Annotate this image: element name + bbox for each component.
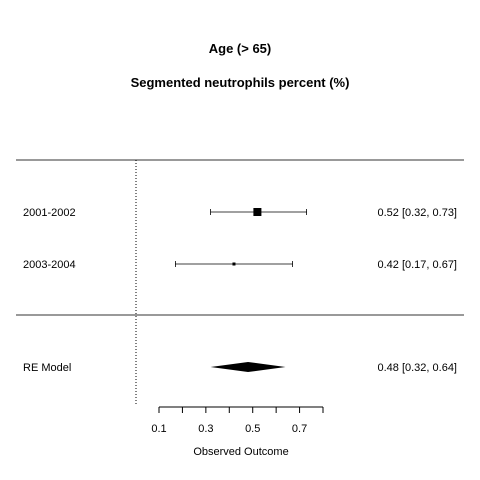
x-tick-label: 0.3: [198, 423, 213, 435]
study-estimate-text: 0.42 [0.17, 0.67]: [377, 259, 457, 271]
summary-estimate-text: 0.48 [0.32, 0.64]: [377, 362, 457, 374]
study-estimate-text: 0.52 [0.32, 0.73]: [377, 207, 457, 219]
chart-title: Age (> 65): [208, 41, 272, 56]
x-axis-label: Observed Outcome: [193, 446, 288, 458]
summary-label: RE Model: [23, 362, 71, 374]
x-tick-label: 0.7: [292, 423, 307, 435]
x-tick-label: 0.5: [245, 423, 260, 435]
summary-diamond: [210, 362, 286, 372]
x-tick-label: 0.1: [151, 423, 166, 435]
study-point: [232, 262, 236, 266]
chart-subtitle: Segmented neutrophils percent (%): [130, 75, 350, 90]
study-label: 2001-2002: [23, 207, 76, 219]
study-label: 2003-2004: [23, 259, 76, 271]
study-point: [253, 208, 262, 216]
